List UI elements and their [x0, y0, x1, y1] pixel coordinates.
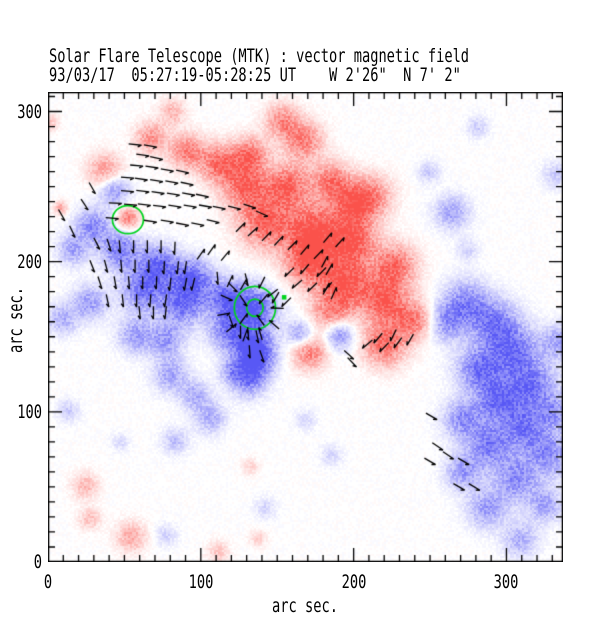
y-tick-label: 200	[17, 250, 42, 273]
y-tick-label: 300	[17, 100, 42, 123]
y-tick-label: 100	[17, 400, 42, 423]
chart-title: Solar Flare Telescope (MTK) : vector mag…	[49, 45, 470, 67]
y-axis-label: arc sec.	[5, 287, 27, 353]
x-tick-label: 300	[494, 571, 519, 593]
x-axis-label: arc sec.	[272, 595, 338, 617]
chart-subtitle: 93/03/17 05:27:19-05:28:25 UT W 2'26" N …	[49, 64, 461, 86]
x-tick-label: 100	[188, 571, 214, 593]
magnetogram-plot-canvas	[48, 92, 563, 562]
x-tick-label: 200	[341, 571, 366, 593]
x-tick-label: 0	[43, 571, 53, 593]
y-tick-label: 0	[33, 551, 42, 573]
